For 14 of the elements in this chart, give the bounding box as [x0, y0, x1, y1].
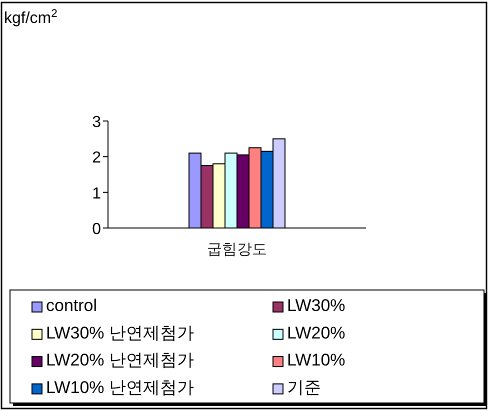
legend-label: LW30% 난연제첨가: [46, 323, 194, 342]
y-tick-label: 1: [92, 185, 102, 202]
text: kgf/cm$^{2}$: [4, 8, 58, 27]
y-tick-label: 3: [92, 114, 102, 131]
legend-label: control: [46, 296, 98, 315]
legend-label: LW10% 난연제첨가: [46, 378, 194, 397]
y-tick-label: 0: [92, 221, 102, 238]
legend-label: LW20%: [287, 323, 346, 342]
legend-label: LW20% 난연제첨가: [46, 350, 194, 370]
legend-label: 기준: [287, 378, 321, 397]
y-tick-label: 2: [92, 150, 102, 167]
x-tick-label: 굽힘강도: [207, 241, 267, 258]
legend-label: LW10%: [287, 350, 346, 370]
legend-label: LW30%: [287, 296, 346, 315]
